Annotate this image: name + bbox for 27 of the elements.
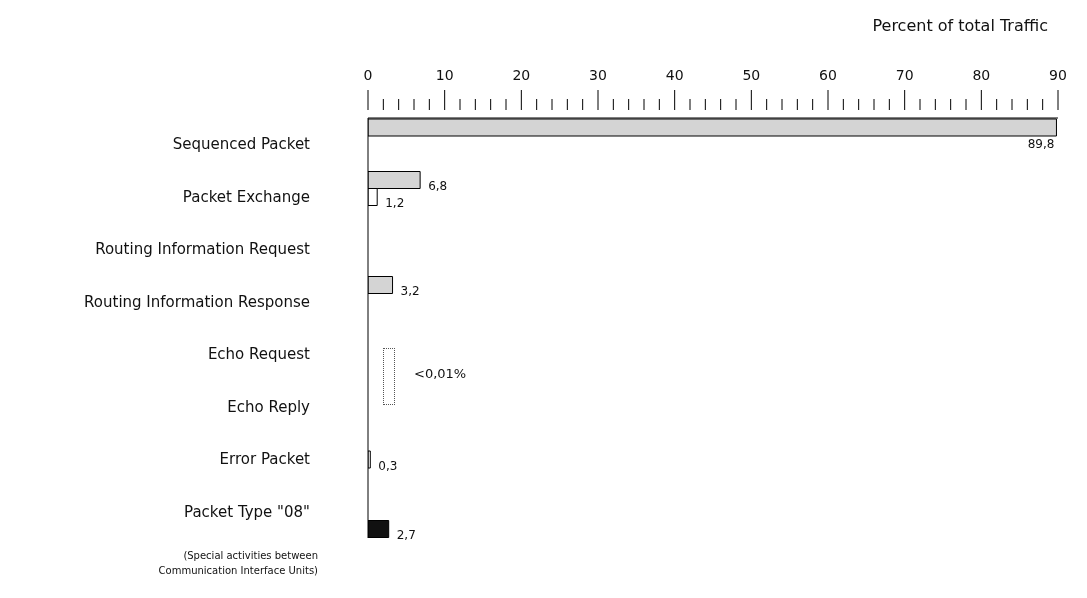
text: (Special activities between Communication Interface Units) xyxy=(157,549,318,578)
y-tick-label: Sequenced Packet xyxy=(172,135,311,154)
x-tick-label: 20 xyxy=(512,67,531,83)
x-tick-label: 10 xyxy=(435,67,454,83)
data-label: 6,8 xyxy=(428,179,448,193)
y-tick-label: Routing Information Response xyxy=(84,292,310,311)
y-tick-label: Echo Reply xyxy=(227,397,311,416)
y-tick-label: Routing Information Request xyxy=(95,240,311,259)
data-label: 3,2 xyxy=(400,284,420,298)
data-label: 2,7 xyxy=(396,528,416,542)
y-tick-label: Packet Type "08" xyxy=(184,502,310,521)
data-label: 89,8 xyxy=(1027,137,1055,151)
x-tick-label: 60 xyxy=(819,67,837,83)
x-tick-label: 30 xyxy=(589,67,607,83)
x-tick-label: 0 xyxy=(363,67,373,83)
x-axis-title: Percent of total Traffic xyxy=(872,16,1048,35)
x-tick-label: 80 xyxy=(972,67,991,83)
y-tick-label: Echo Request xyxy=(207,345,311,364)
x-tick-label: 70 xyxy=(895,67,914,83)
x-tick-label: 50 xyxy=(742,67,761,83)
x-tick-label: 90 xyxy=(1049,67,1067,83)
data-label: 0,3 xyxy=(378,458,398,473)
data-label: 1,2 xyxy=(385,196,405,210)
x-tick-label: 40 xyxy=(665,67,684,83)
y-tick-label: Error Packet xyxy=(219,450,311,469)
y-tick-label: Packet Exchange xyxy=(182,187,310,206)
annotation: <0,01% xyxy=(414,366,467,381)
